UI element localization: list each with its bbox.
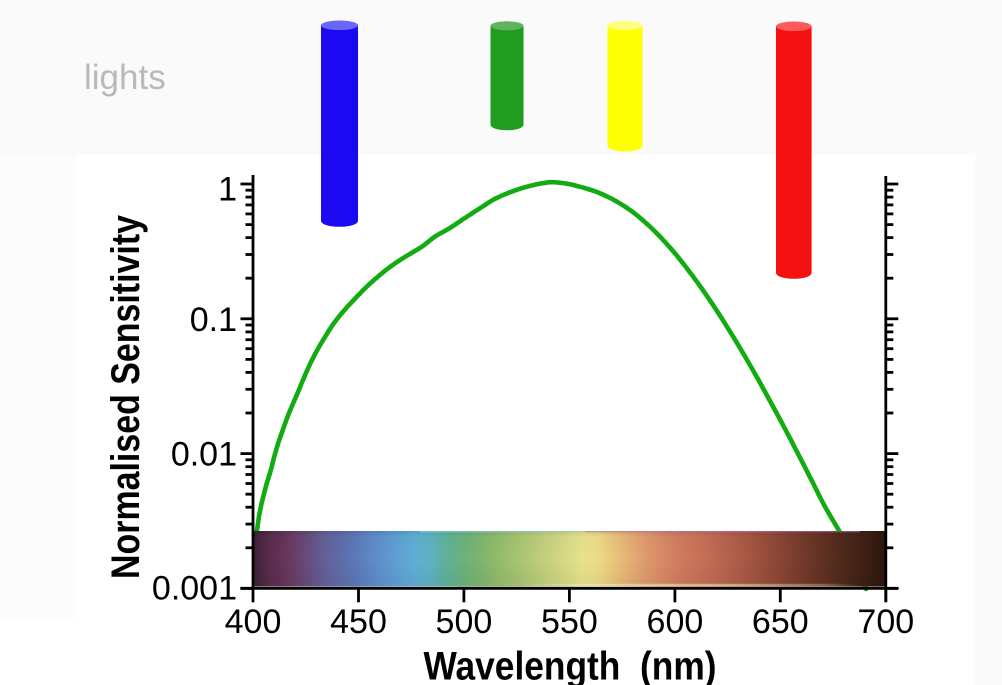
svg-text:600: 600 [647, 603, 704, 641]
svg-text:0.01: 0.01 [171, 435, 237, 473]
svg-text:0.001: 0.001 [152, 569, 237, 607]
svg-text:650: 650 [752, 603, 809, 641]
svg-text:Wavelength (nm): Wavelength (nm) [424, 645, 717, 685]
svg-text:700: 700 [857, 603, 914, 641]
svg-text:500: 500 [436, 603, 493, 641]
svg-text:0.1: 0.1 [190, 301, 237, 339]
svg-text:450: 450 [330, 603, 387, 641]
svg-text:1: 1 [218, 170, 237, 208]
svg-text:Normalised Sensitivity: Normalised Sensitivity [104, 215, 148, 579]
svg-text:400: 400 [225, 603, 282, 641]
svg-text:550: 550 [541, 603, 598, 641]
